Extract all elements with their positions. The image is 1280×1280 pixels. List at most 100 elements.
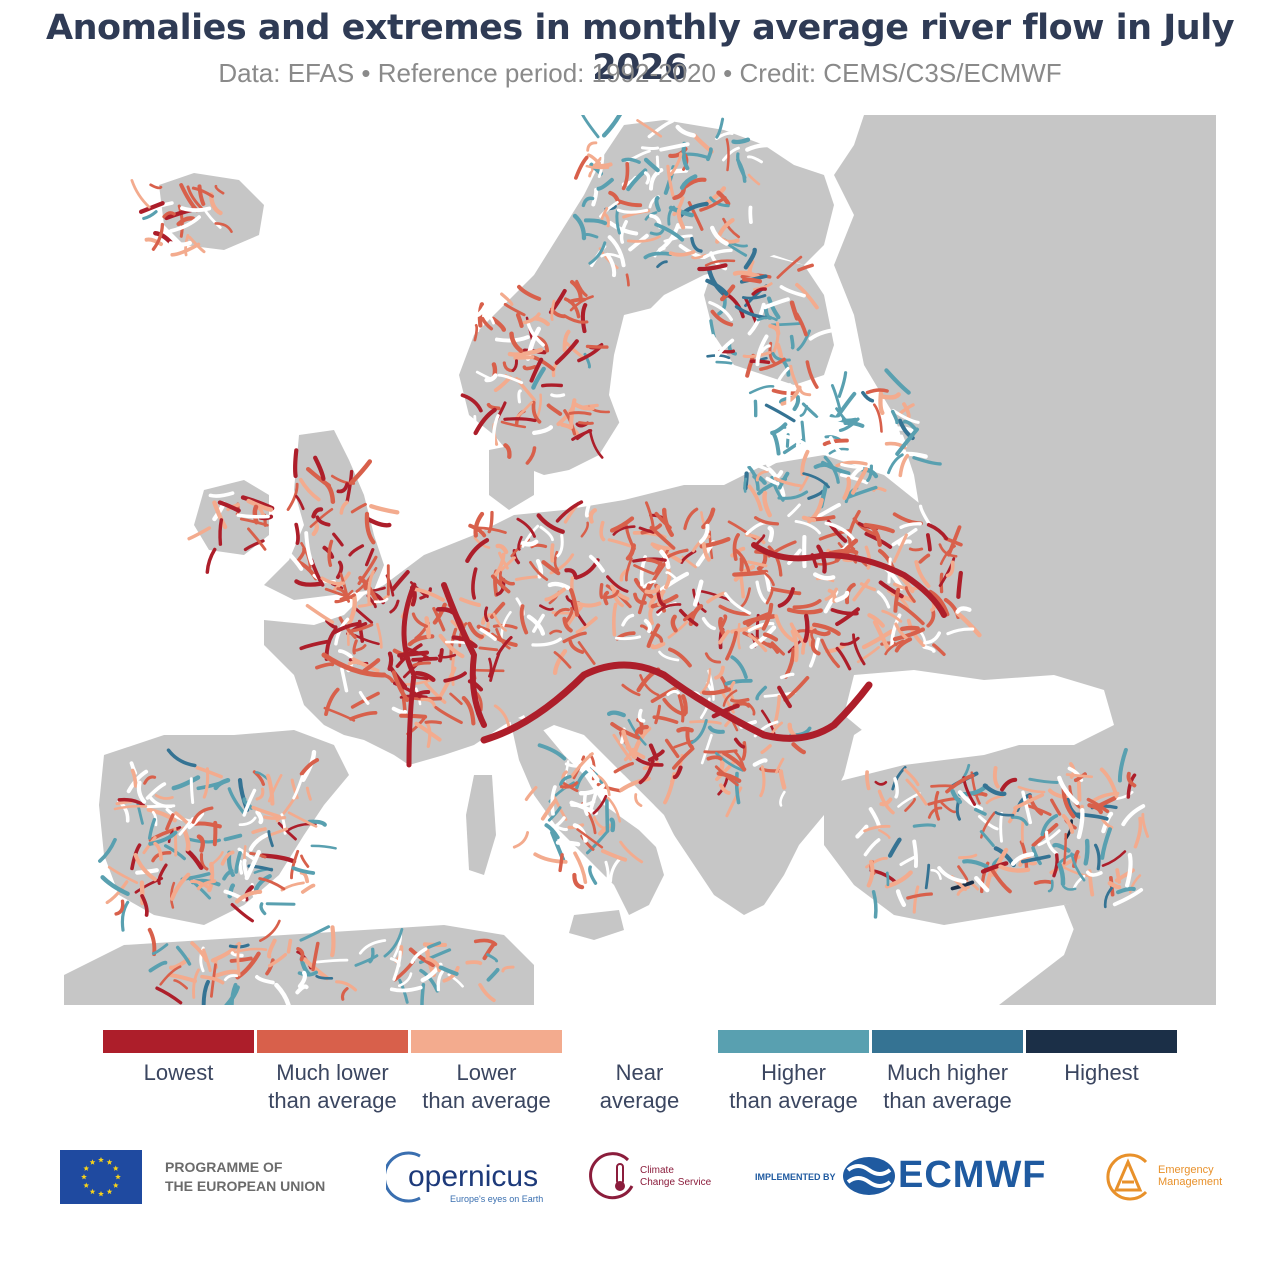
river-segment xyxy=(669,152,683,176)
river-segment xyxy=(532,613,545,633)
river-segment xyxy=(336,482,349,494)
river-segment xyxy=(1047,879,1054,893)
river-segment xyxy=(926,522,949,541)
river-segment xyxy=(871,890,878,919)
river-segment xyxy=(1076,807,1085,840)
river-segment xyxy=(872,620,891,652)
river-segment xyxy=(731,137,751,145)
river-segment xyxy=(581,196,595,208)
river-segment xyxy=(742,351,772,359)
river-segment xyxy=(725,138,730,172)
river-segment xyxy=(569,588,580,617)
river-segment xyxy=(1100,827,1112,860)
river-segment xyxy=(658,223,680,252)
river-segment xyxy=(859,582,877,592)
river-segment xyxy=(722,217,741,239)
river-segment xyxy=(647,749,665,762)
eu-star xyxy=(98,1191,104,1197)
river-segment xyxy=(768,323,781,336)
river-segment xyxy=(690,719,708,744)
river-segment xyxy=(549,629,563,635)
river-segment xyxy=(792,395,801,412)
river-segment xyxy=(330,474,356,485)
river-segment xyxy=(930,784,953,788)
river-segment xyxy=(927,806,943,819)
river-segment xyxy=(1000,777,1018,792)
river-segment xyxy=(242,788,257,817)
river-segment xyxy=(576,429,591,441)
river-segment xyxy=(770,422,788,435)
river-segment xyxy=(878,580,904,599)
river-segment xyxy=(556,534,564,558)
river-segment xyxy=(634,724,649,735)
river-segment xyxy=(227,787,247,816)
river-segment xyxy=(486,402,501,411)
river-segment xyxy=(608,858,621,883)
river-segment xyxy=(636,119,663,138)
river-segment xyxy=(311,522,319,537)
river-segment xyxy=(654,511,672,530)
river-segment xyxy=(553,651,572,669)
river-segment xyxy=(115,800,133,806)
river-segment xyxy=(168,240,192,247)
river-segment xyxy=(612,589,624,608)
river-segment xyxy=(666,689,680,696)
river-segment xyxy=(309,508,334,528)
river-segment xyxy=(214,184,225,195)
river-segment xyxy=(220,850,235,866)
major-river xyxy=(441,582,487,728)
river-segment xyxy=(955,606,972,614)
river-segment xyxy=(866,859,875,888)
river-segment xyxy=(242,797,254,810)
legend-item-lower: Lower than average xyxy=(411,1030,562,1115)
river-segment xyxy=(234,889,263,904)
river-segment xyxy=(697,263,728,272)
river-segment xyxy=(906,892,933,900)
river-segment xyxy=(389,599,400,614)
river-segment xyxy=(389,985,423,993)
river-segment xyxy=(130,768,138,788)
river-segment xyxy=(214,222,233,233)
river-segment xyxy=(479,627,497,641)
river-segment xyxy=(797,263,814,272)
river-flow-map xyxy=(64,115,1216,1005)
legend-swatch xyxy=(411,1030,562,1053)
river-segment xyxy=(569,295,594,312)
river-segment xyxy=(265,773,275,806)
river-segment xyxy=(247,527,267,551)
river-segment xyxy=(599,520,606,542)
river-segment xyxy=(217,500,241,513)
river-segment xyxy=(756,316,778,322)
river-segment xyxy=(263,815,287,820)
river-segment xyxy=(295,494,305,511)
river-segment xyxy=(1094,843,1101,871)
river-segment xyxy=(881,609,903,623)
river-segment xyxy=(165,813,175,831)
river-segment xyxy=(259,902,267,916)
river-segment xyxy=(580,303,588,334)
river-segment xyxy=(159,965,182,986)
river-segment xyxy=(286,938,293,954)
river-segment xyxy=(896,601,925,626)
legend-label: Near average xyxy=(599,1060,680,1113)
river-segment xyxy=(148,960,168,973)
river-segment xyxy=(347,660,366,667)
river-segment xyxy=(606,796,622,823)
emergency-management-text: Emergency Management xyxy=(1158,1164,1223,1188)
river-segment xyxy=(246,498,274,512)
sea-adriatic xyxy=(584,755,684,860)
river-segment xyxy=(130,170,149,197)
river-segment xyxy=(425,956,442,972)
river-segment xyxy=(274,982,291,1005)
river-segment xyxy=(521,524,540,548)
river-segment xyxy=(894,637,913,653)
river-segment xyxy=(1040,814,1059,837)
river-segment xyxy=(500,292,514,306)
river-segment xyxy=(348,544,365,557)
river-segment xyxy=(760,744,772,754)
river-segment xyxy=(748,384,775,395)
river-segment xyxy=(840,462,861,469)
river-segment xyxy=(331,621,360,635)
river-segment xyxy=(564,568,578,580)
river-segment xyxy=(810,638,821,656)
